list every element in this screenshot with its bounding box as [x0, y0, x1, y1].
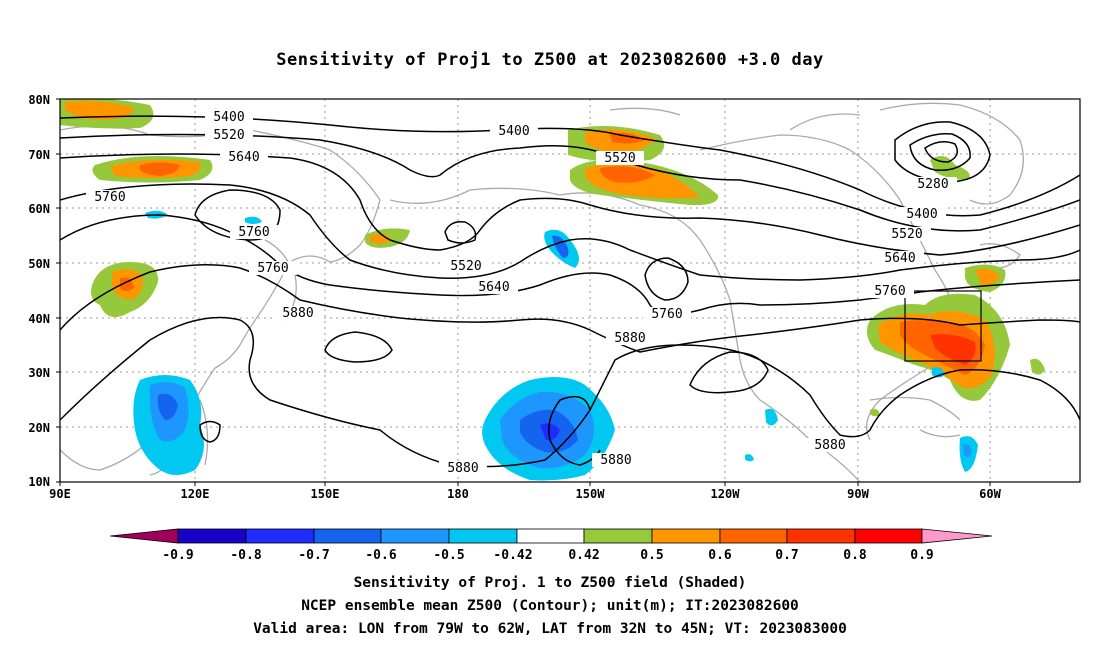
colorbar-label: -0.5: [433, 548, 464, 563]
shade-red-orange: [140, 162, 180, 176]
contour-label: 5400: [498, 124, 529, 139]
tick-marks: [56, 98, 991, 486]
contour-label: 5880: [600, 453, 631, 468]
map-frame: [59, 98, 1081, 483]
lon-label: 180: [447, 487, 469, 501]
colorbar-label: 0.8: [843, 548, 867, 563]
shade-orange: [370, 233, 392, 244]
colorbar-swatch: [245, 528, 315, 544]
colorbar-swatch: [719, 528, 788, 544]
shade-darkblue: [540, 423, 560, 441]
colorbar-swatch: [516, 528, 585, 544]
shade-green: [1030, 358, 1045, 375]
lon-label: 90W: [847, 487, 869, 501]
contour-label: 5760: [94, 190, 125, 205]
colorbar-swatch: [448, 528, 518, 544]
lat-label: 30N: [28, 366, 50, 380]
shade-red-orange: [600, 166, 655, 183]
lat-label: 10N: [28, 475, 50, 489]
shade-lightblue: [765, 408, 778, 426]
lat-label: 80N: [28, 93, 50, 107]
colorbar-swatch: [921, 528, 993, 544]
shade-blue: [157, 393, 178, 420]
colorbar-labels: -0.9 -0.8 -0.7 -0.6 -0.5 -0.42 0.42 0.5 …: [162, 548, 933, 563]
colorbar-label: -0.42: [493, 548, 532, 563]
contour-label: 5640: [884, 251, 915, 266]
shade-red: [930, 334, 976, 365]
colorbar-swatch: [651, 528, 721, 544]
lat-label: 20N: [28, 421, 50, 435]
contour-label: 5280: [917, 177, 948, 192]
lat-label: 50N: [28, 257, 50, 271]
colorbar: [109, 528, 993, 544]
chart-title: Sensitivity of Proj1 to Z500 at 20230826…: [276, 50, 824, 70]
contour-label: 5520: [891, 227, 922, 242]
colorbar-label: 0.42: [568, 548, 599, 563]
colorbar-label: -0.7: [298, 548, 329, 563]
shade-red-orange: [610, 132, 645, 144]
colorbar-label: -0.8: [230, 548, 261, 563]
colorbar-swatch: [177, 528, 247, 544]
colorbar-label: 0.9: [910, 548, 933, 563]
shade-blue: [552, 235, 569, 258]
colorbar-swatch: [583, 528, 653, 544]
shade-green: [930, 156, 970, 180]
shade-green: [870, 408, 880, 417]
contour-label: 5520: [450, 259, 481, 274]
colorbar-label: 0.6: [708, 548, 732, 563]
negative-sensitivity-shading: [133, 210, 978, 481]
contour-label: 5640: [478, 280, 509, 295]
colorbar-swatch: [854, 528, 923, 544]
valid-area-box: [904, 290, 982, 362]
contour-label: 5880: [814, 438, 845, 453]
footer-line-3: Valid area: LON from 79W to 62W, LAT fro…: [253, 621, 847, 637]
lat-label: 70N: [28, 148, 50, 162]
lon-label: 90E: [49, 487, 71, 501]
shade-orange: [975, 268, 1000, 286]
lat-label: 40N: [28, 312, 50, 326]
contour-label: 5400: [906, 207, 937, 222]
contour-label: 5760: [651, 307, 682, 322]
colorbar-swatch: [313, 528, 382, 544]
contour-label: 5640: [228, 150, 259, 165]
colorbar-swatch: [380, 528, 450, 544]
lon-label: 150W: [576, 487, 606, 501]
colorbar-label: 0.5: [640, 548, 663, 563]
colorbar-label: -0.6: [365, 548, 396, 563]
colorbar-swatch: [109, 528, 179, 544]
lon-label: 60W: [979, 487, 1001, 501]
contour-label: 5880: [447, 461, 478, 476]
lon-label: 120E: [181, 487, 210, 501]
shade-lightblue: [245, 216, 262, 224]
contour-label: 5520: [213, 128, 244, 143]
contour-label: 5520: [604, 151, 635, 166]
map-area: [60, 99, 1080, 482]
longitude-labels: 90E 120E 150E 180 150W 120W 90W 60W: [49, 487, 1001, 501]
colorbar-swatch: [786, 528, 856, 544]
contour-label: 5760: [238, 225, 269, 240]
lat-label: 60N: [28, 202, 50, 216]
contour-label: 5400: [213, 110, 244, 125]
contour-label: 5760: [257, 261, 288, 276]
shade-lightblue: [745, 454, 754, 462]
footer-line-2: NCEP ensemble mean Z500 (Contour); unit(…: [301, 598, 799, 614]
footer-line-1: Sensitivity of Proj. 1 to Z500 field (Sh…: [353, 575, 747, 591]
contour-label: 5760: [874, 284, 905, 299]
shade-blue-mid: [963, 444, 972, 457]
lon-label: 120W: [711, 487, 741, 501]
latitude-labels: 80N 70N 60N 50N 40N 30N 20N 10N: [28, 93, 50, 489]
colorbar-label: -0.9: [162, 548, 193, 563]
contour-label: 5880: [282, 306, 313, 321]
lon-label: 150E: [311, 487, 340, 501]
colorbar-label: 0.7: [775, 548, 798, 563]
shade-orange: [65, 100, 135, 120]
contour-labels: 5400 5520 5640 5760 5400 5520 5760 5760 …: [86, 110, 957, 476]
contour-label: 5880: [614, 331, 645, 346]
